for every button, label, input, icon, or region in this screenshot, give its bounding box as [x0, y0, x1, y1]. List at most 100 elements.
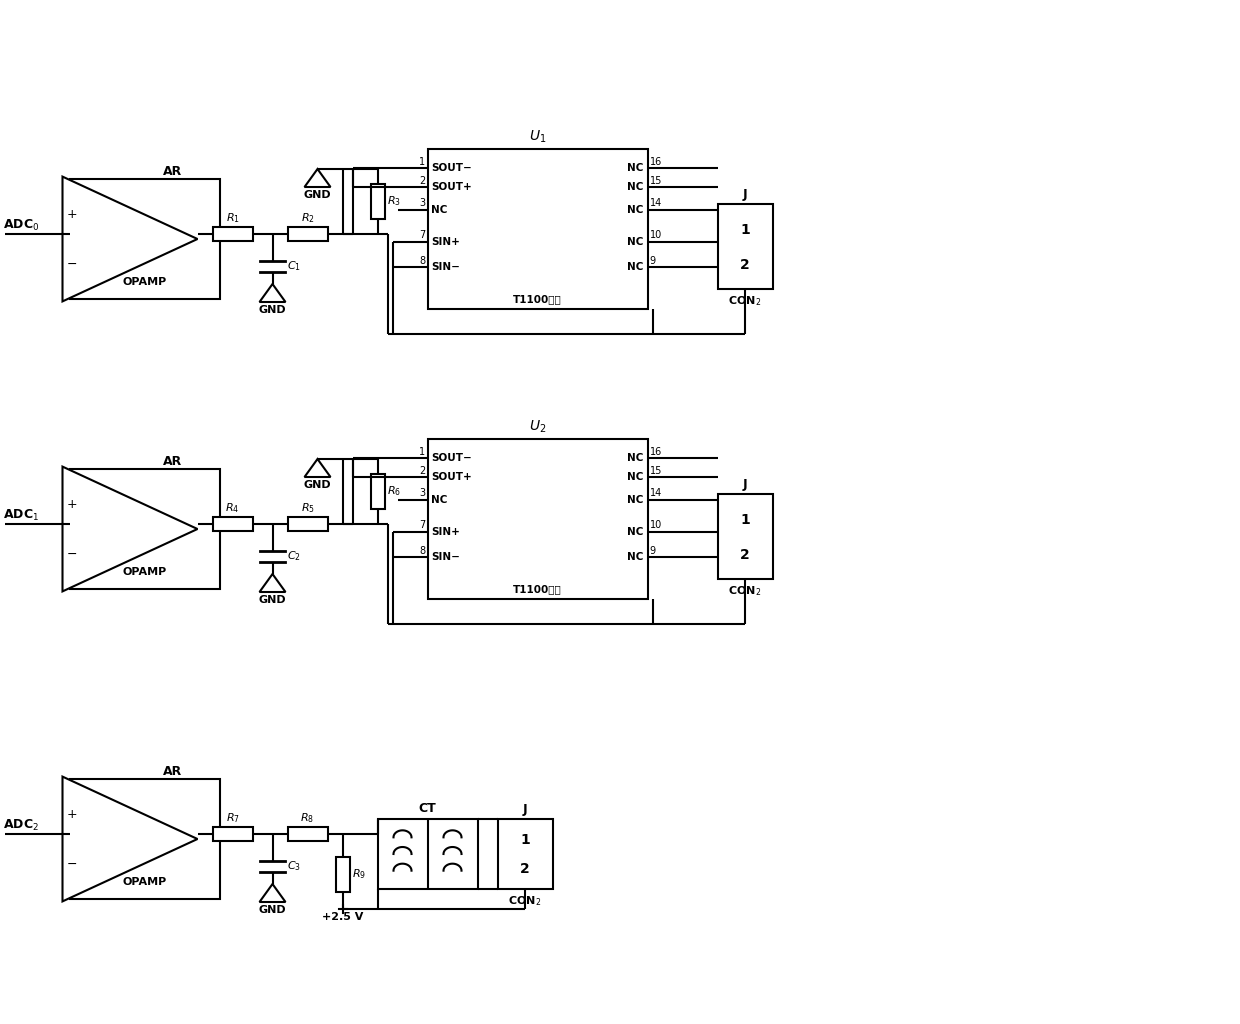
Text: 1: 1 [419, 157, 425, 167]
Text: $R_5$: $R_5$ [300, 501, 315, 515]
Text: −: − [67, 857, 77, 870]
Text: AR: AR [162, 455, 182, 468]
Text: −: − [67, 257, 77, 270]
Text: GND: GND [304, 190, 331, 200]
Text: OPAMP: OPAMP [123, 567, 167, 577]
Bar [428, 150, 647, 309]
Text: $R_6$: $R_6$ [387, 484, 401, 499]
Polygon shape [259, 284, 285, 302]
Text: NC: NC [627, 237, 644, 247]
Text: SOUT−: SOUT− [432, 454, 472, 463]
Text: SIN−: SIN− [432, 262, 460, 272]
Text: $U_1$: $U_1$ [528, 129, 546, 145]
Text: 1: 1 [419, 446, 425, 457]
Text: T1100芯片: T1100芯片 [513, 584, 562, 594]
Text: ADC$_2$: ADC$_2$ [2, 818, 38, 833]
Bar [371, 474, 384, 509]
Text: CON$_2$: CON$_2$ [728, 584, 761, 598]
Text: $R_1$: $R_1$ [226, 211, 239, 225]
Text: 10: 10 [650, 230, 662, 241]
Text: 16: 16 [650, 157, 662, 167]
Text: NC: NC [627, 472, 644, 482]
Text: 2: 2 [520, 862, 529, 877]
Polygon shape [62, 467, 197, 592]
Text: $C_1$: $C_1$ [286, 259, 301, 273]
Text: 8: 8 [419, 546, 425, 556]
Text: 7: 7 [419, 520, 425, 530]
Bar [212, 827, 253, 841]
Text: $R_3$: $R_3$ [387, 195, 401, 209]
Text: 3: 3 [419, 199, 425, 208]
Polygon shape [259, 574, 285, 592]
Text: NC: NC [627, 205, 644, 215]
Polygon shape [259, 884, 285, 902]
Text: 3: 3 [419, 488, 425, 499]
Text: J: J [743, 188, 748, 201]
Text: 7: 7 [419, 230, 425, 241]
Text: +: + [67, 208, 77, 220]
Text: J: J [523, 803, 527, 816]
Bar [428, 439, 647, 599]
Text: CON$_2$: CON$_2$ [508, 894, 542, 908]
Text: CT: CT [419, 802, 436, 815]
Text: $R_4$: $R_4$ [226, 501, 239, 515]
Text: $R_2$: $R_2$ [300, 211, 315, 225]
Bar [212, 517, 253, 531]
Text: AR: AR [162, 765, 182, 778]
Bar [497, 819, 553, 889]
Text: OPAMP: OPAMP [123, 278, 167, 287]
Text: GND: GND [259, 595, 286, 605]
Text: 9: 9 [650, 546, 656, 556]
Text: GND: GND [304, 480, 331, 490]
Text: NC: NC [627, 552, 644, 562]
Text: $R_7$: $R_7$ [226, 811, 239, 825]
Bar [371, 184, 384, 219]
Text: 2: 2 [419, 466, 425, 476]
Text: NC: NC [627, 182, 644, 193]
Text: SIN−: SIN− [432, 552, 460, 562]
Text: SOUT−: SOUT− [432, 163, 472, 173]
Text: $C_3$: $C_3$ [286, 859, 301, 872]
Text: NC: NC [627, 454, 644, 463]
Polygon shape [305, 459, 331, 477]
Text: AR: AR [162, 165, 182, 178]
Text: GND: GND [259, 905, 286, 915]
Bar [336, 856, 350, 892]
Text: NC: NC [432, 495, 448, 505]
Polygon shape [62, 776, 197, 901]
Text: NC: NC [627, 526, 644, 537]
Text: 16: 16 [650, 446, 662, 457]
Bar [69, 469, 219, 589]
Text: NC: NC [627, 262, 644, 272]
Bar [377, 819, 477, 889]
Text: ADC$_0$: ADC$_0$ [2, 218, 40, 233]
Text: 15: 15 [650, 466, 662, 476]
Text: 8: 8 [419, 256, 425, 266]
Bar [212, 227, 253, 241]
Text: +: + [67, 498, 77, 511]
Text: $R_8$: $R_8$ [300, 811, 315, 825]
Bar [288, 517, 327, 531]
Text: OPAMP: OPAMP [123, 877, 167, 887]
Text: $R_9$: $R_9$ [351, 867, 366, 881]
Text: 1: 1 [740, 222, 750, 237]
Text: 10: 10 [650, 520, 662, 530]
Text: ADC$_1$: ADC$_1$ [2, 508, 40, 523]
Bar [288, 227, 327, 241]
Bar [718, 494, 773, 579]
Text: T1100芯片: T1100芯片 [513, 294, 562, 304]
Text: 2: 2 [740, 548, 750, 562]
Text: 2: 2 [740, 258, 750, 272]
Text: $C_2$: $C_2$ [286, 549, 301, 563]
Text: J: J [743, 478, 748, 490]
Text: −: − [67, 548, 77, 560]
Text: 2: 2 [419, 176, 425, 186]
Text: CON$_2$: CON$_2$ [728, 294, 761, 308]
Polygon shape [62, 176, 197, 301]
Bar [718, 204, 773, 289]
Text: +2.5 V: +2.5 V [322, 912, 363, 922]
Text: SIN+: SIN+ [432, 526, 460, 537]
Text: NC: NC [627, 495, 644, 505]
Text: SIN+: SIN+ [432, 237, 460, 247]
Text: $U_2$: $U_2$ [528, 419, 546, 435]
